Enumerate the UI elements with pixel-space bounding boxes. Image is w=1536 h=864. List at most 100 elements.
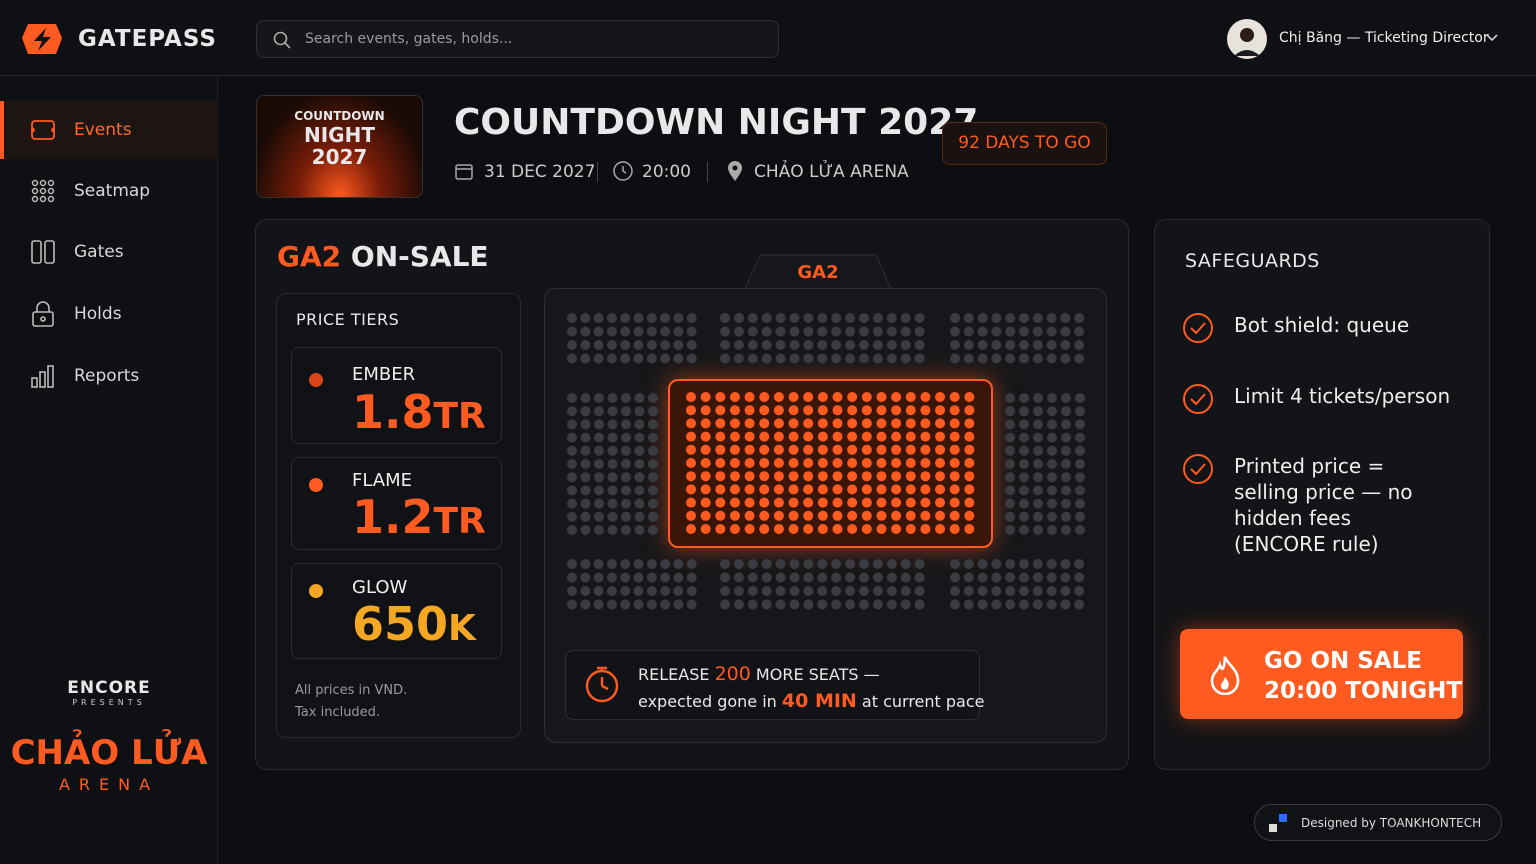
avatar[interactable] <box>1226 18 1268 60</box>
seat <box>660 599 671 610</box>
tier-card[interactable]: FLAME 1.2TR <box>291 457 502 550</box>
seat <box>567 393 577 403</box>
seat <box>1061 498 1071 509</box>
ga2-seat <box>935 418 946 429</box>
seat <box>648 406 658 417</box>
seat <box>1005 511 1015 522</box>
ga2-seat <box>847 524 858 534</box>
seat <box>950 313 960 323</box>
ga2-seat <box>876 444 887 455</box>
seat <box>1033 419 1043 430</box>
nav-item[interactable]: Gates <box>0 223 218 281</box>
seat <box>567 459 577 469</box>
seat <box>567 419 577 430</box>
ga2-seat <box>686 405 696 416</box>
ga2-seat <box>949 444 960 455</box>
map-label: GA2 <box>797 262 839 283</box>
ga2-seat <box>715 471 726 482</box>
ga2-seat <box>788 392 799 402</box>
seat <box>593 586 604 596</box>
ga2-seat <box>788 418 799 429</box>
price-tiers-title: PRICE TIERS <box>296 310 400 329</box>
seat <box>648 445 658 456</box>
seat <box>1019 445 1029 456</box>
nav-item[interactable]: Reports <box>0 347 218 405</box>
seat <box>1060 313 1071 323</box>
seat <box>914 353 925 364</box>
nav-item[interactable]: Holds <box>0 285 218 343</box>
ga2-seat <box>964 510 975 521</box>
seat <box>1061 472 1071 483</box>
seat <box>646 340 657 350</box>
seat <box>634 459 645 469</box>
ga2-seat <box>935 510 946 521</box>
seat <box>646 572 657 583</box>
seat <box>1061 525 1071 535</box>
seat <box>817 353 828 364</box>
ga2-seat <box>700 418 711 429</box>
ga2-seat <box>832 524 843 534</box>
event-date: 31 DEC 2027 <box>484 162 596 182</box>
seat <box>646 353 657 364</box>
ga2-seat <box>949 418 960 429</box>
seat <box>620 353 631 364</box>
seat <box>977 599 988 610</box>
nav-item[interactable]: Seatmap <box>0 162 218 220</box>
seat <box>1019 498 1029 509</box>
ga2-seat <box>935 444 946 455</box>
seat <box>1019 586 1029 596</box>
seat <box>567 511 577 522</box>
seat <box>859 572 869 583</box>
seat <box>1046 340 1057 350</box>
seat <box>859 559 869 569</box>
seat <box>914 572 925 583</box>
seat <box>620 599 631 610</box>
user-name[interactable]: Chị Băng — Ticketing Director <box>1279 30 1489 46</box>
seat <box>646 313 657 323</box>
ga2-seat <box>686 497 696 508</box>
seat <box>1005 419 1015 430</box>
ga2-seat <box>686 392 696 402</box>
seat <box>1060 326 1071 337</box>
seat <box>593 559 604 569</box>
seat <box>606 586 617 596</box>
seat <box>845 353 856 364</box>
seat <box>1047 485 1057 496</box>
seat <box>1005 459 1015 469</box>
ga2-seat <box>964 405 975 416</box>
ga2-seat <box>891 524 902 534</box>
seat <box>803 559 814 569</box>
ga2-seat <box>891 405 902 416</box>
ga2-seat <box>817 510 828 521</box>
seat <box>886 586 897 596</box>
ga2-seat <box>744 418 755 429</box>
tier-card[interactable]: EMBER 1.8TR <box>291 347 502 444</box>
chevron[interactable] <box>1486 33 1498 43</box>
ga2-seat <box>744 458 755 468</box>
ga2-seat <box>700 458 711 468</box>
seat <box>594 472 604 483</box>
seat <box>660 353 671 364</box>
seat <box>775 313 786 323</box>
search-box[interactable]: Search events, gates, holds... <box>256 20 779 58</box>
ga2-seat <box>715 431 726 442</box>
poster-text: 2027 <box>311 145 368 169</box>
ga2-seat <box>861 418 872 429</box>
nav-label: Holds <box>74 304 122 324</box>
tier-card[interactable]: GLOW 650K <box>291 563 502 659</box>
seat <box>621 445 631 456</box>
seat <box>607 472 618 483</box>
ga2-seat <box>964 484 975 495</box>
safeguard: Limit 4 tickets/person <box>1182 383 1450 415</box>
ga2-seat <box>729 431 740 442</box>
seat <box>1033 485 1043 496</box>
nav-item[interactable]: Events <box>0 101 218 159</box>
ga2-seat <box>876 510 887 521</box>
ga2-seat <box>759 458 770 468</box>
tier-name: FLAME <box>352 470 413 491</box>
release-text: RELEASE 200 MORE SEATS — expected gone in… <box>638 661 985 715</box>
venue-logo-sub: ARENA <box>58 775 160 794</box>
go-on-sale-button[interactable]: GO ON SALE 20:00 TONIGHT <box>1180 629 1463 719</box>
ga2-seat <box>847 471 858 482</box>
seat <box>872 559 883 569</box>
